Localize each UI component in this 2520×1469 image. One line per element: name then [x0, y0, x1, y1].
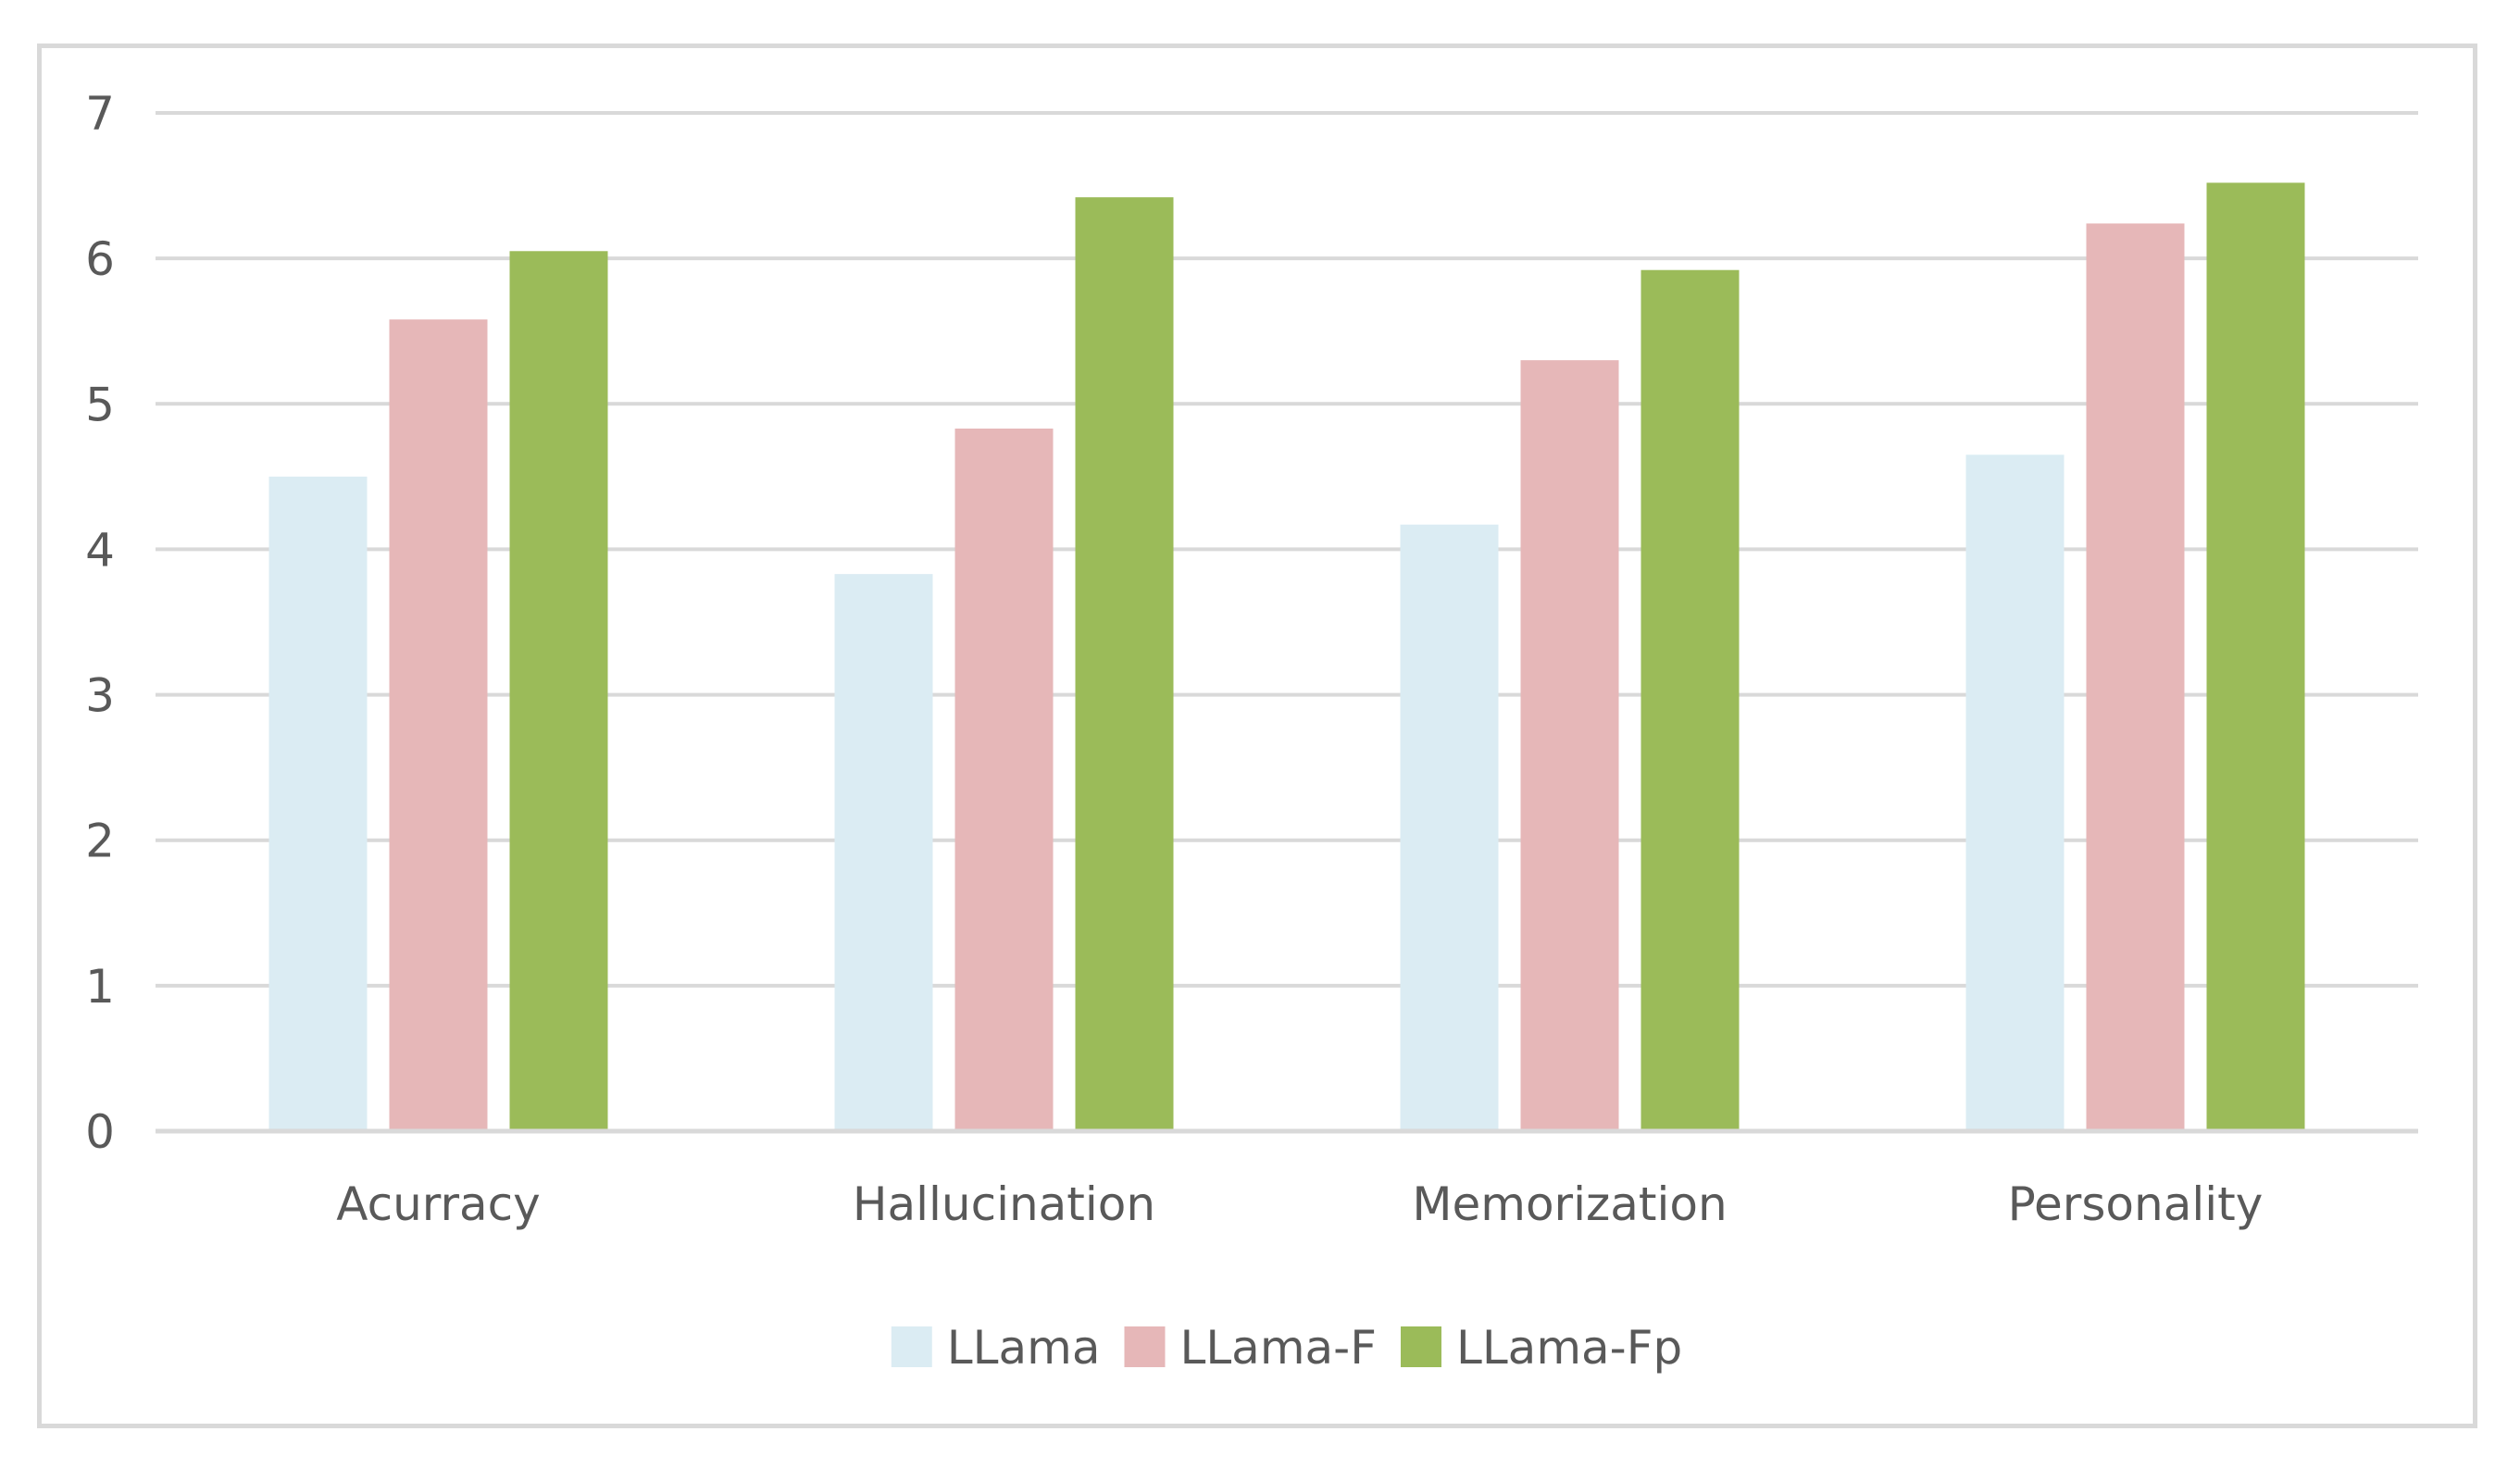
bar-llama-f-memorization — [1520, 360, 1619, 1132]
legend-label-llama: LLama — [947, 1321, 1101, 1375]
y-tick-label: 1 — [85, 960, 115, 1014]
bar-llama-personality — [1965, 454, 2065, 1131]
y-tick-label: 3 — [85, 669, 115, 723]
bar-llama-fp-hallucination — [1075, 197, 1174, 1132]
x-category-label: Acurracy — [336, 1177, 540, 1231]
bar-llama-memorization — [1400, 524, 1499, 1131]
legend: LLama LLama-F LLama-Fp — [891, 1321, 1682, 1375]
y-tick-label: 7 — [85, 87, 115, 141]
legend-swatch-llama-f — [1124, 1326, 1166, 1367]
x-category-label: Memorization — [1412, 1177, 1727, 1231]
legend-label-llama-f: LLama-F — [1179, 1321, 1377, 1375]
bar-llama-fp-acurracy — [509, 251, 608, 1131]
bar-llama-fp-memorization — [1640, 269, 1740, 1131]
x-category-label: Personality — [2008, 1177, 2264, 1231]
bar-llama-acurracy — [268, 476, 368, 1131]
x-axis-category-labels: Acurracy Hallucination Memorization Persona… — [336, 1177, 2263, 1231]
y-tick-label: 5 — [85, 378, 115, 431]
y-tick-label: 0 — [85, 1105, 115, 1159]
legend-swatch-llama-fp — [1400, 1326, 1441, 1367]
bar-llama-f-acurracy — [389, 319, 488, 1132]
y-tick-label: 6 — [85, 232, 115, 286]
legend-label-llama-fp: LLama-Fp — [1456, 1321, 1682, 1375]
y-axis-tick-labels: 0 1 2 3 4 5 6 7 — [85, 87, 115, 1159]
y-tick-label: 2 — [85, 815, 115, 868]
gridlines — [156, 111, 2418, 988]
bar-llama-fp-personality — [2206, 182, 2305, 1131]
bars — [268, 182, 2305, 1132]
bar-llama-f-personality — [2086, 223, 2185, 1131]
bar-llama-hallucination — [834, 574, 933, 1131]
y-tick-label: 4 — [85, 523, 115, 577]
x-category-label: Hallucination — [853, 1177, 1155, 1231]
legend-swatch-llama — [891, 1326, 932, 1367]
bar-llama-f-hallucination — [954, 429, 1054, 1131]
